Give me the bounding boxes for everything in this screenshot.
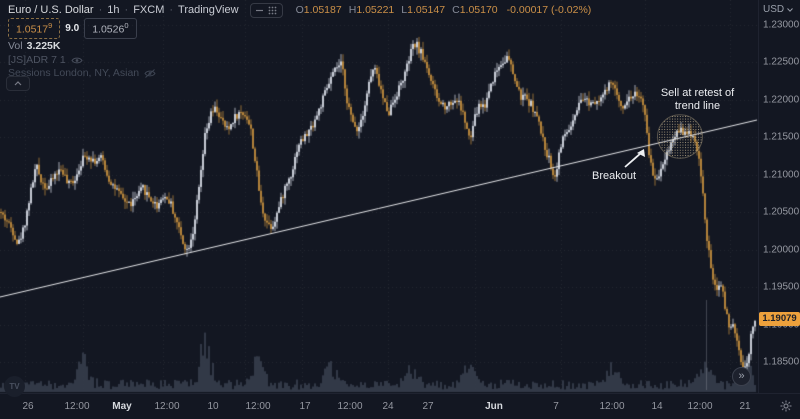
tradingview-logo-icon: TV [4, 376, 25, 397]
time-tick-label: 17 [299, 401, 311, 412]
chevron-down-icon [787, 7, 793, 12]
volume-readout: Vol 3.225K [8, 40, 61, 52]
time-axis[interactable]: 26 12:00 May 12:00 10 12:00 17 12:00 24 27 Jun 7 12:… [0, 393, 800, 419]
price-tick-label: 1.19500 [763, 281, 800, 293]
time-tick-label: 27 [422, 401, 434, 412]
time-tick-label: 12:00 [64, 401, 90, 412]
change-value: -0.00017 (-0.02%) [506, 4, 592, 16]
time-tick-label: May [112, 401, 132, 412]
eye-off-icon[interactable] [144, 68, 156, 78]
ask-price-button[interactable]: 1.05260 [84, 18, 137, 39]
time-tick-label: 12:00 [687, 401, 713, 412]
indicator-adr[interactable]: [JS]ADR 7 1 [8, 54, 83, 66]
price-tick-label: 1.23000 [763, 19, 800, 30]
currency-selector[interactable]: USD [763, 4, 793, 15]
highlight-circle[interactable] [656, 113, 704, 160]
gear-icon[interactable] [780, 399, 792, 417]
go-to-realtime-button[interactable]: » [732, 367, 751, 386]
time-tick-label: 12:00 [245, 401, 271, 412]
low-value: 1.05147 [407, 4, 446, 16]
time-tick-label: 12:00 [154, 401, 180, 412]
ohlc-readout: O1.05187 H1.05221 L1.05147 C1.05170 -0.0… [295, 4, 592, 16]
interval-label[interactable]: 1h [107, 4, 120, 16]
breakout-annotation[interactable]: Breakout [591, 170, 637, 182]
platform-label: TradingView [178, 4, 239, 16]
price-tick-label: 1.20000 [763, 244, 800, 255]
chevron-up-icon [14, 81, 22, 86]
time-tick-label: 14 [651, 401, 663, 412]
eye-icon[interactable] [71, 56, 83, 65]
price-tick-label: 1.22000 [763, 94, 800, 105]
breakout-arrow-icon[interactable] [618, 144, 652, 174]
quote-row: 1.05179 9.0 1.05260 [8, 18, 137, 39]
time-tick-label: 12:00 [337, 401, 363, 412]
exchange-label: FXCM [133, 4, 165, 16]
high-value: 1.05221 [356, 4, 395, 16]
spread-value: 9.0 [65, 22, 80, 34]
grid-dots-icon[interactable] [268, 6, 277, 15]
time-tick-label: 24 [382, 401, 394, 412]
price-tick-label: 1.18500 [763, 356, 800, 368]
sell-annotation[interactable]: Sell at retest of trend line [660, 87, 735, 112]
price-axis[interactable]: USD 1.23000 1.22500 1.22000 1.21500 1.21000 1… [758, 0, 800, 393]
close-value: 1.05170 [459, 4, 498, 16]
time-tick-label: 26 [22, 401, 34, 412]
time-tick-label: 7 [553, 401, 559, 412]
separator: · [169, 4, 174, 16]
symbol-title[interactable]: Euro / U.S. Dollar [8, 4, 94, 16]
separator: · [98, 4, 103, 16]
last-price-badge: 1.19079 [759, 311, 800, 326]
time-tick-label: 10 [207, 401, 219, 412]
legend-toggle-group[interactable] [249, 3, 283, 18]
indicator-sessions[interactable]: Sessions London, NY, Asian [8, 67, 156, 79]
bid-price-button[interactable]: 1.05179 [8, 18, 61, 39]
collapse-legend-button[interactable] [6, 76, 30, 91]
minus-icon[interactable] [255, 7, 263, 14]
price-tick-label: 1.22500 [763, 56, 800, 68]
price-tick-label: 1.21500 [763, 131, 800, 143]
open-value: 1.05187 [303, 4, 342, 16]
price-tick-label: 1.20500 [763, 206, 800, 218]
price-tick-label: 1.21000 [763, 169, 800, 180]
time-tick-label: 21 [739, 401, 751, 412]
chart-legend: Euro / U.S. Dollar · 1h · FXCM · Trading… [8, 3, 591, 18]
volume-value: 3.225K [26, 40, 61, 52]
time-tick-label: 12:00 [599, 401, 625, 412]
separator: · [124, 4, 129, 16]
time-tick-label: Jun [485, 401, 503, 412]
